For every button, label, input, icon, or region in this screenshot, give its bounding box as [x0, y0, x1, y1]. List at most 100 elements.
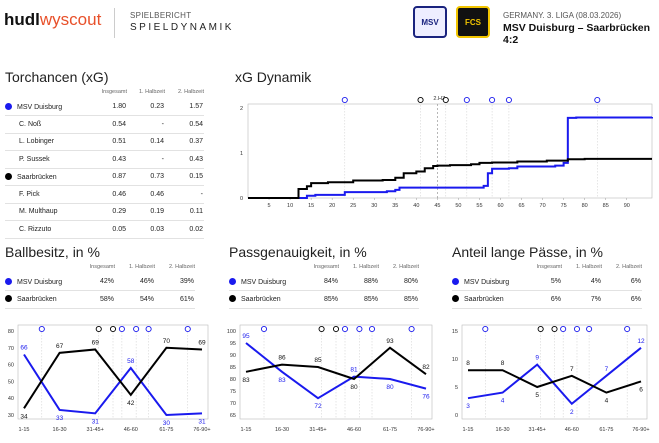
- brand-light: wyscout: [39, 10, 102, 29]
- xg-x-tick-label: 5: [268, 203, 271, 209]
- possession-col-total: Insgesamt: [89, 264, 115, 270]
- xg-row-name: Saarbrücken: [5, 168, 89, 186]
- long-row: Saarbrücken 6% 7% 6%: [452, 290, 642, 309]
- possession-goal-ball-icon: [118, 325, 125, 333]
- xg-cell: -: [127, 150, 165, 169]
- xg-row-label: M. Multhaup: [19, 208, 58, 216]
- long-away-line: [468, 369, 642, 394]
- passing-goal-ball-icon: [368, 325, 376, 333]
- xg-cell: 0.15: [165, 168, 204, 186]
- long-cell: 7%: [562, 290, 602, 309]
- long-data-label: 6: [639, 386, 643, 393]
- xg-x-tick-label: 55: [476, 203, 482, 209]
- xg-cell: 0.54: [89, 115, 127, 134]
- passing-data-label: 83: [278, 377, 286, 384]
- xg-cell: 0.03: [127, 220, 165, 239]
- possession-row: Saarbrücken 58% 54% 61%: [5, 290, 195, 309]
- xg-row-label: C. Rizzuto: [19, 225, 52, 233]
- xg-cell: 0.51: [89, 133, 127, 151]
- xg-table-title: Torchancen (xG): [5, 69, 109, 85]
- xg-row: C. Rizzuto 0.05 0.03 0.02: [5, 220, 204, 239]
- passing-goal-ball-icon: [341, 325, 349, 333]
- passing-row: MSV Duisburg 84% 88% 80%: [229, 273, 419, 291]
- long-data-label: 4: [501, 398, 505, 405]
- long-cell: 4%: [562, 273, 602, 291]
- long-x-tick-label: 61-75: [599, 427, 613, 433]
- passing-cell: 80%: [379, 273, 419, 291]
- xg-x-tick-label: 50: [455, 203, 461, 209]
- passing-y-tick-label: 95: [230, 341, 236, 347]
- long-data-label: 8: [466, 360, 470, 367]
- passing-data-label: 85: [314, 357, 322, 364]
- long-row-label: Saarbrücken: [464, 296, 504, 304]
- xg-cell: 0.46: [89, 185, 127, 204]
- long-goal-ball-icon: [537, 325, 544, 333]
- xg-cell: 0.43: [165, 150, 204, 169]
- possession-x-tick-label: 46-60: [124, 427, 138, 433]
- passing-row-label: MSV Duisburg: [241, 278, 287, 286]
- possession-cell: 54%: [115, 290, 155, 309]
- possession-cell: 61%: [155, 290, 195, 309]
- header-divider: [114, 8, 115, 38]
- possession-data-label: 58: [127, 358, 135, 365]
- passing-data-label: 86: [278, 355, 286, 362]
- xg-row: C. Noß 0.54-0.54: [5, 115, 204, 134]
- long-goal-ball-icon: [482, 325, 489, 333]
- passing-col-total: Insgesamt: [313, 264, 339, 270]
- passing-chart: 65 70 75 80 85 90 95 100 1-15 16-30 31-45+ 46-60 61-…: [227, 324, 435, 433]
- possession-x-tick-label: 61-75: [159, 427, 173, 433]
- xg-cell: 1.80: [89, 98, 127, 116]
- possession-y-tick-label: 30: [8, 413, 14, 419]
- xg-row: L. Lobinger 0.51 0.14 0.37: [5, 133, 204, 151]
- long-cell: 6%: [522, 290, 562, 309]
- home-xg-line: [248, 116, 653, 199]
- passing-data-label: 82: [422, 364, 430, 371]
- xg-x-tick-label: 70: [540, 203, 546, 209]
- long-data-label: 7: [605, 366, 609, 373]
- xg-chart-title: xG Dynamik: [235, 69, 312, 85]
- passing-goal-ball-icon: [356, 325, 363, 333]
- xg-row: MSV Duisburg 1.80 0.23 1.57: [5, 98, 204, 116]
- long-y-tick-label: 15: [452, 329, 458, 335]
- xg-x-tick-label: 15: [308, 203, 314, 209]
- passing-x-tick-label: 61-75: [383, 427, 397, 433]
- passing-data-label: 93: [386, 338, 394, 345]
- passing-y-tick-label: 70: [230, 401, 236, 407]
- xg-y-tick-label: 0: [240, 196, 243, 202]
- xg-cell: 0.19: [127, 203, 165, 221]
- long-data-label: 3: [466, 403, 470, 410]
- passing-cell: 85%: [379, 290, 419, 309]
- xg-row-name: P. Sussek: [5, 150, 89, 169]
- long-cell: 5%: [522, 273, 562, 291]
- possession-data-label: 70: [163, 338, 171, 345]
- xg-x-tick-label: 75: [561, 203, 567, 209]
- xg-cell: 0.54: [165, 115, 204, 134]
- possession-table: Insgesamt 1. Halbzeit 2. Halbzeit MSV Du…: [5, 264, 195, 309]
- home-team-dot-icon: [229, 277, 236, 285]
- xg-x-tick-label: 80: [582, 203, 588, 209]
- xg-cell: 1.57: [165, 98, 204, 116]
- xg-row-name: C. Noß: [5, 115, 89, 134]
- home-team-dot-icon: [5, 102, 12, 110]
- xg-cell: -: [127, 115, 165, 134]
- long-data-label: 12: [637, 338, 645, 345]
- passing-y-tick-label: 100: [227, 329, 236, 335]
- possession-x-tick-label: 16-30: [53, 427, 67, 433]
- possession-data-label: 42: [127, 400, 135, 407]
- long-plot-frame: [461, 324, 648, 420]
- match-result: MSV Duisburg – Saarbrücken 4:2: [503, 22, 651, 46]
- xg-cell: 0.02: [165, 220, 204, 239]
- passing-y-tick-label: 65: [230, 413, 236, 419]
- xg-row: M. Multhaup 0.29 0.19 0.11: [5, 203, 204, 221]
- xg-cell: 0.73: [127, 168, 165, 186]
- away-xg-line: [248, 157, 652, 199]
- passing-data-label: 80: [386, 384, 394, 391]
- possession-row-label: Saarbrücken: [17, 296, 57, 304]
- passing-data-label: 72: [314, 403, 322, 410]
- possession-cell: 39%: [155, 273, 195, 291]
- long-col-total: Insgesamt: [536, 264, 562, 270]
- xg-row: F. Pick 0.46 0.46-: [5, 185, 204, 204]
- possession-goal-ball-icon: [109, 325, 117, 333]
- long-goal-ball-icon: [560, 325, 567, 333]
- possession-row: MSV Duisburg 42% 46% 39%: [5, 273, 195, 291]
